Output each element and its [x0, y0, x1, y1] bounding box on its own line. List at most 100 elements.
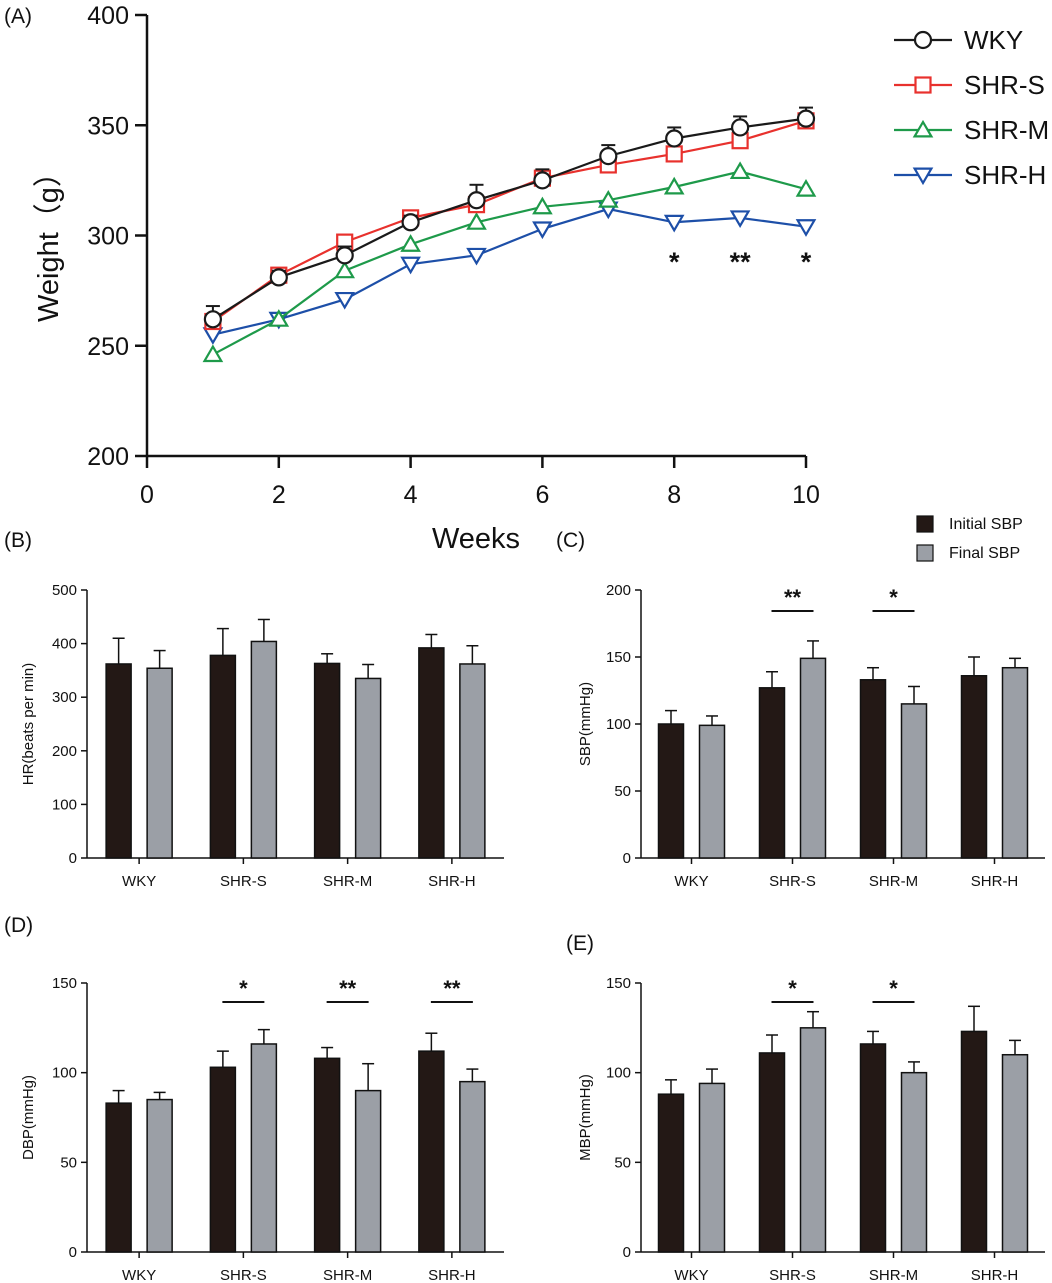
legend: WKY SHR-S SHR-M SHR-H [894, 25, 1049, 190]
data-point-shr-m [400, 234, 421, 252]
bar-shr-h-final [1001, 1053, 1029, 1253]
y-tick-label: 100 [52, 1065, 77, 1082]
y-tick-label: 100 [52, 796, 77, 813]
bar-shr-h-initial [418, 647, 445, 859]
bar-shr-s-initial [209, 1066, 237, 1253]
bar-wky-final [146, 1098, 173, 1253]
data-point-shr-m [466, 212, 487, 230]
y-tick-label: 300 [87, 223, 129, 251]
y-tick-label: 50 [614, 1154, 631, 1171]
significance-label: * [239, 976, 248, 1001]
legend-marker-shr-h [912, 167, 934, 186]
data-point-shr-m [729, 161, 751, 180]
bar-shr-m-initial [859, 1043, 887, 1253]
data-point-shr-h [663, 214, 685, 233]
bar-shr-m-final [900, 703, 928, 859]
data-point-shr-h [334, 291, 356, 310]
legend: Initial SBP Final SBP [916, 515, 1023, 562]
significance-label: * [889, 976, 898, 1001]
data-point-wky [796, 109, 816, 128]
y-axis-label: SBP(mmHg) [577, 682, 594, 766]
y-tick-label: 0 [623, 850, 631, 867]
y-tick-label: 500 [52, 582, 77, 599]
panel-label-d: (D) [4, 914, 33, 937]
y-tick-label: 50 [60, 1154, 77, 1171]
data-point-shr-h [202, 327, 224, 345]
x-tick-label: SHR-S [220, 1267, 267, 1283]
significance-label: * [889, 585, 898, 610]
legend-label-shr-m: SHR-M [964, 115, 1049, 145]
data-point-shr-m [795, 179, 817, 197]
y-tick-label: 150 [606, 975, 631, 992]
bar-shr-m-final [900, 1071, 928, 1253]
x-tick-label: WKY [122, 1267, 156, 1283]
y-tick-label: 250 [87, 333, 129, 361]
significance-label: ** [784, 585, 802, 610]
y-tick-label: 200 [52, 743, 77, 760]
data-point-wky [335, 246, 354, 265]
data-point-wky [599, 147, 618, 166]
legend-label-final-sbp: Final SBP [949, 545, 1020, 562]
x-tick-label: SHR-S [769, 1267, 816, 1283]
data-point-shr-h [466, 247, 487, 266]
legend-label-wky: WKY [964, 25, 1023, 55]
data-point-wky [269, 268, 288, 287]
bar-wky-initial [657, 1093, 685, 1253]
x-tick-label: WKY [674, 873, 708, 890]
legend-marker-wky [913, 30, 933, 50]
series-shr-s [204, 112, 815, 331]
y-tick-label: 200 [606, 582, 631, 599]
bar-shr-h-final [459, 1080, 486, 1253]
bar-shr-h-final [459, 663, 486, 859]
y-tick-label: 0 [69, 1244, 77, 1261]
data-point-wky [203, 310, 222, 329]
y-tick-label: 0 [69, 850, 77, 867]
y-tick-label: 100 [606, 1065, 631, 1082]
panel-label-c: (C) [556, 529, 585, 552]
y-tick-label: 0 [623, 1244, 631, 1261]
data-point-shr-h [532, 221, 553, 240]
y-axis-label: HR(beats per min) [20, 663, 37, 786]
x-tick-label: 2 [272, 481, 286, 509]
bar-shr-s-final [799, 1027, 827, 1253]
x-tick-label: 4 [404, 481, 418, 509]
y-axis-label: MBP(mmHg) [577, 1074, 594, 1161]
bar-wky-final [146, 667, 173, 859]
x-tick-label: SHR-H [428, 1267, 476, 1283]
y-tick-label: 150 [606, 649, 631, 666]
x-tick-label: SHR-S [769, 873, 816, 890]
data-point-shr-m [268, 309, 290, 327]
y-tick-label: 50 [614, 783, 631, 800]
panel-b-hr-chart: 0 100 200 300 400 500 WKY SHR-S SHR-M SHR-H HR(bea… [20, 582, 504, 890]
bar-wky-initial [105, 663, 132, 859]
significance-label: * [669, 247, 680, 277]
x-axis-label: Weeks [432, 523, 520, 555]
x-tick-label: WKY [674, 1267, 708, 1283]
y-tick-label: 400 [87, 2, 129, 30]
legend-swatch-final-sbp [916, 544, 934, 562]
x-tick-label: SHR-H [971, 873, 1019, 890]
x-tick-label: SHR-M [323, 1267, 372, 1283]
panel-label-b: (B) [4, 529, 32, 552]
bar-wky-final [698, 724, 726, 859]
data-point-shr-m [334, 260, 356, 279]
data-point-wky [533, 171, 552, 190]
data-point-shr-m [597, 190, 619, 208]
significance-label: ** [730, 247, 752, 277]
legend-label-shr-s: SHR-S [964, 70, 1045, 100]
bar-shr-h-final [1001, 666, 1029, 859]
x-tick-label: 0 [140, 481, 154, 509]
legend-marker-shr-s [914, 76, 932, 94]
data-point-wky [467, 191, 486, 210]
x-tick-label: SHR-M [869, 873, 918, 890]
y-tick-label: 300 [52, 689, 77, 706]
legend-marker-shr-m [912, 119, 934, 138]
bar-shr-h-initial [418, 1050, 445, 1253]
series-shr-m [202, 161, 817, 363]
data-point-shr-s [665, 145, 683, 163]
data-point-shr-m [663, 176, 685, 195]
series-line-shr-h [212, 207, 807, 336]
x-tick-label: SHR-S [220, 873, 267, 890]
